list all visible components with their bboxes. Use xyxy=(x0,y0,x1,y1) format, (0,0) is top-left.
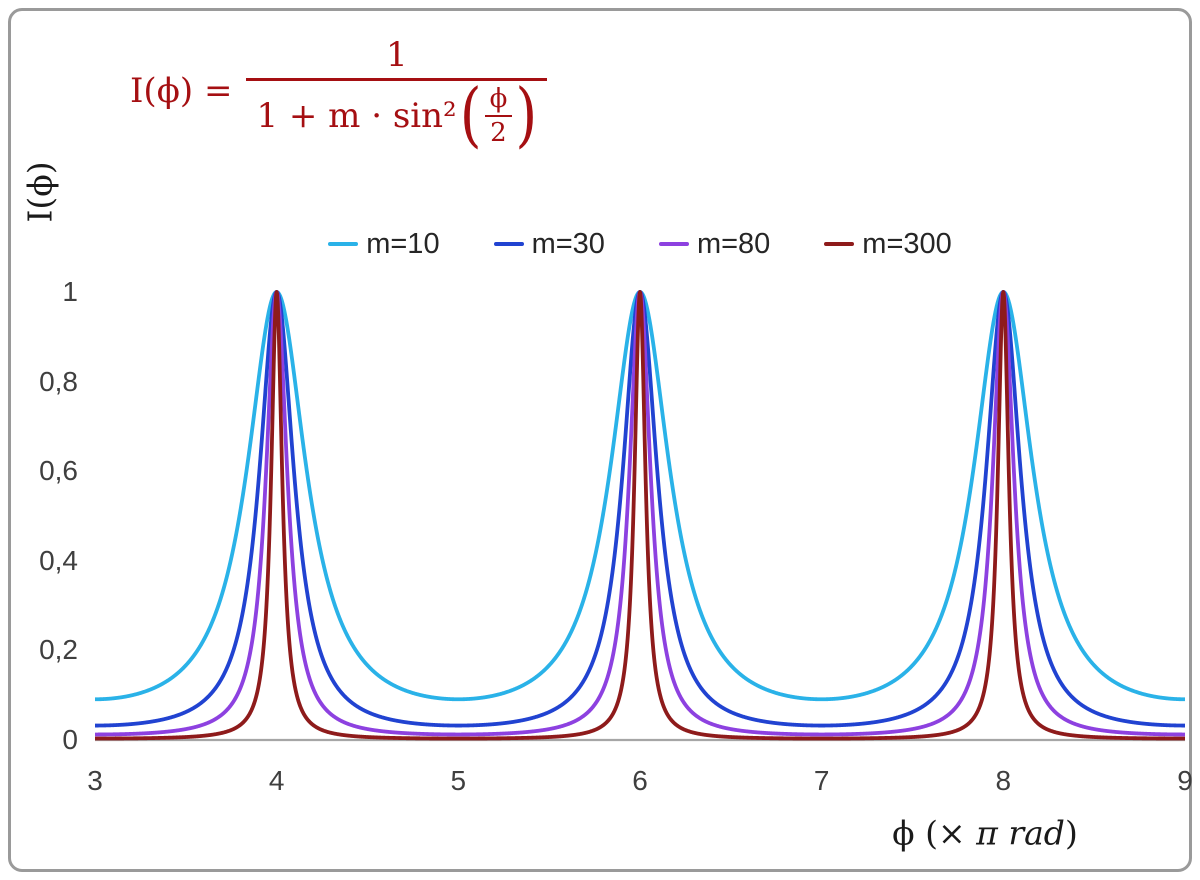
x-tick-label-6: 6 xyxy=(632,765,648,796)
x-axis-title-close: ) xyxy=(1064,813,1078,853)
legend-line-icon xyxy=(658,241,689,247)
open-paren: ( xyxy=(459,74,482,157)
y-axis-title: I(ϕ) xyxy=(20,161,60,223)
x-tick-label-4: 4 xyxy=(268,765,285,796)
y-tick-label-0,2: 0,2 xyxy=(39,634,78,666)
y-tick-label-0,4: 0,4 xyxy=(39,544,78,576)
denominator-2: 2 xyxy=(485,115,512,146)
close-paren: ) xyxy=(515,74,538,157)
legend-item-m=300: m=300 xyxy=(824,227,952,261)
formula-fraction: 1 1 + m · sin² ( ϕ 2 ) xyxy=(246,35,548,151)
phi-symbol: ϕ xyxy=(489,84,508,115)
legend-item-m=30: m=30 xyxy=(493,227,605,261)
formula-lhs: I(ϕ) = xyxy=(130,71,233,112)
legend-label: m=10 xyxy=(366,227,440,260)
legend-line-icon xyxy=(824,241,855,247)
y-tick-label-1: 1 xyxy=(62,276,78,307)
formula-numerator: 1 xyxy=(386,35,408,75)
curve-m=300 xyxy=(93,290,1187,741)
y-tick-label-0,6: 0,6 xyxy=(39,455,78,487)
legend-label: m=30 xyxy=(531,227,605,260)
x-tick-label-8: 8 xyxy=(995,765,1012,796)
x-tick-label-3: 3 xyxy=(87,765,103,796)
y-tick-label-0,8: 0,8 xyxy=(39,365,78,397)
x-tick-label-9: 9 xyxy=(1177,765,1193,796)
x-axis-title: ϕ (× π rad) xyxy=(892,814,1078,853)
legend-item-m=80: m=80 xyxy=(658,227,771,261)
x-axis-title-unit: π rad xyxy=(976,813,1065,853)
curve-m=80 xyxy=(93,290,1187,737)
x-axis-title-phi: ϕ (× xyxy=(892,813,977,853)
legend-line-icon xyxy=(493,241,524,247)
legend: m=10 m=30 m=80 m=300 xyxy=(95,226,1185,262)
phi-over-2-fraction: ϕ 2 xyxy=(485,86,513,146)
x-tick-label-5: 5 xyxy=(450,765,467,796)
formula-annotation: I(ϕ) = 1 1 + m · sin² ( ϕ 2 ) xyxy=(130,35,548,151)
formula-den-prefix: 1 + m · sin² xyxy=(256,95,457,136)
legend-label: m=300 xyxy=(862,227,952,260)
y-tick-label-0: 0 xyxy=(62,724,78,755)
curve-m=30 xyxy=(93,290,1187,728)
legend-line-icon xyxy=(328,241,359,247)
formula-denominator: 1 + m · sin² ( ϕ 2 ) xyxy=(246,78,548,151)
x-tick-label-7: 7 xyxy=(813,765,830,796)
legend-label: m=80 xyxy=(696,227,771,260)
legend-item-m=10: m=10 xyxy=(328,227,440,261)
